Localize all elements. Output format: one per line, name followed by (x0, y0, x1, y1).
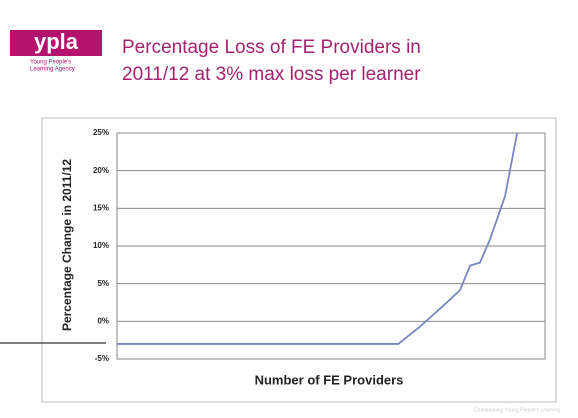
logo-tagline: Learning Agency (30, 67, 75, 73)
chart-frame (41, 117, 557, 403)
y-tick-label: 25% (93, 128, 109, 137)
chart-title: 2011/12 at 3% max loss per learner (122, 64, 421, 85)
y-tick-label: 0% (97, 316, 109, 325)
logo-tagline: Young People's (30, 60, 71, 66)
logo-text: ypla (34, 29, 79, 54)
y-tick-label: 20% (93, 166, 109, 175)
logo-box (10, 30, 102, 56)
chart-title: Percentage Loss of FE Providers in (122, 37, 421, 58)
footer: Championing Young People's Learning (474, 407, 560, 413)
x-axis-label: Number of FE Providers (255, 372, 404, 387)
data-line (117, 132, 519, 345)
y-tick-label: 10% (93, 241, 109, 250)
y-tick-label: 15% (93, 203, 109, 212)
y-axis-label: Percentage Change in 2011/12 (60, 159, 74, 331)
y-tick-label: -5% (95, 354, 109, 363)
y-tick-label: 5% (97, 279, 109, 288)
